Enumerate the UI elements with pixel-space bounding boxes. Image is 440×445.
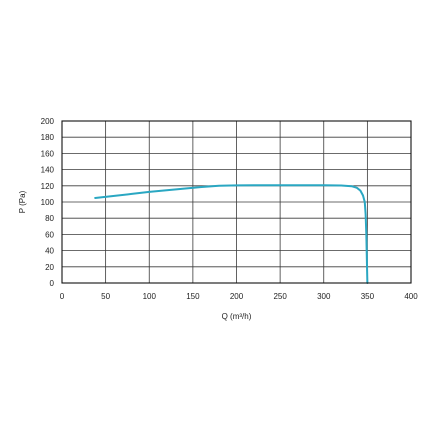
series — [94, 184, 369, 284]
y-tick-label: 40 — [45, 247, 54, 256]
x-tick-label: 200 — [230, 292, 244, 301]
y-axis-label: P (Pa) — [18, 190, 27, 213]
y-tick-label: 80 — [45, 214, 54, 223]
y-tick-label: 20 — [45, 263, 54, 272]
x-tick-label: 150 — [186, 292, 200, 301]
x-axis-label: Q (m³/h) — [222, 312, 252, 321]
plot-frame — [61, 120, 412, 284]
y-tick-label: 100 — [41, 198, 55, 207]
grid — [62, 121, 411, 283]
x-tick-label: 250 — [273, 292, 287, 301]
x-tick-label: 300 — [317, 292, 331, 301]
x-tick-label: 350 — [361, 292, 375, 301]
x-tick-label: 400 — [404, 292, 418, 301]
tick-labels: 0 50 100 150 200 250 300 350 400 0 20 40 60 80 100 120 1… — [41, 117, 419, 301]
y-tick-label: 200 — [41, 117, 55, 126]
y-tick-label: 60 — [45, 230, 54, 239]
x-tick-label: 0 — [60, 292, 65, 301]
y-tick-label: 180 — [41, 133, 55, 142]
x-tick-label: 50 — [101, 292, 110, 301]
x-tick-label: 100 — [143, 292, 157, 301]
y-tick-label: 160 — [41, 149, 55, 158]
y-tick-label: 0 — [50, 279, 55, 288]
y-tick-label: 140 — [41, 166, 55, 175]
series-line — [94, 184, 369, 284]
y-tick-label: 120 — [41, 182, 55, 191]
